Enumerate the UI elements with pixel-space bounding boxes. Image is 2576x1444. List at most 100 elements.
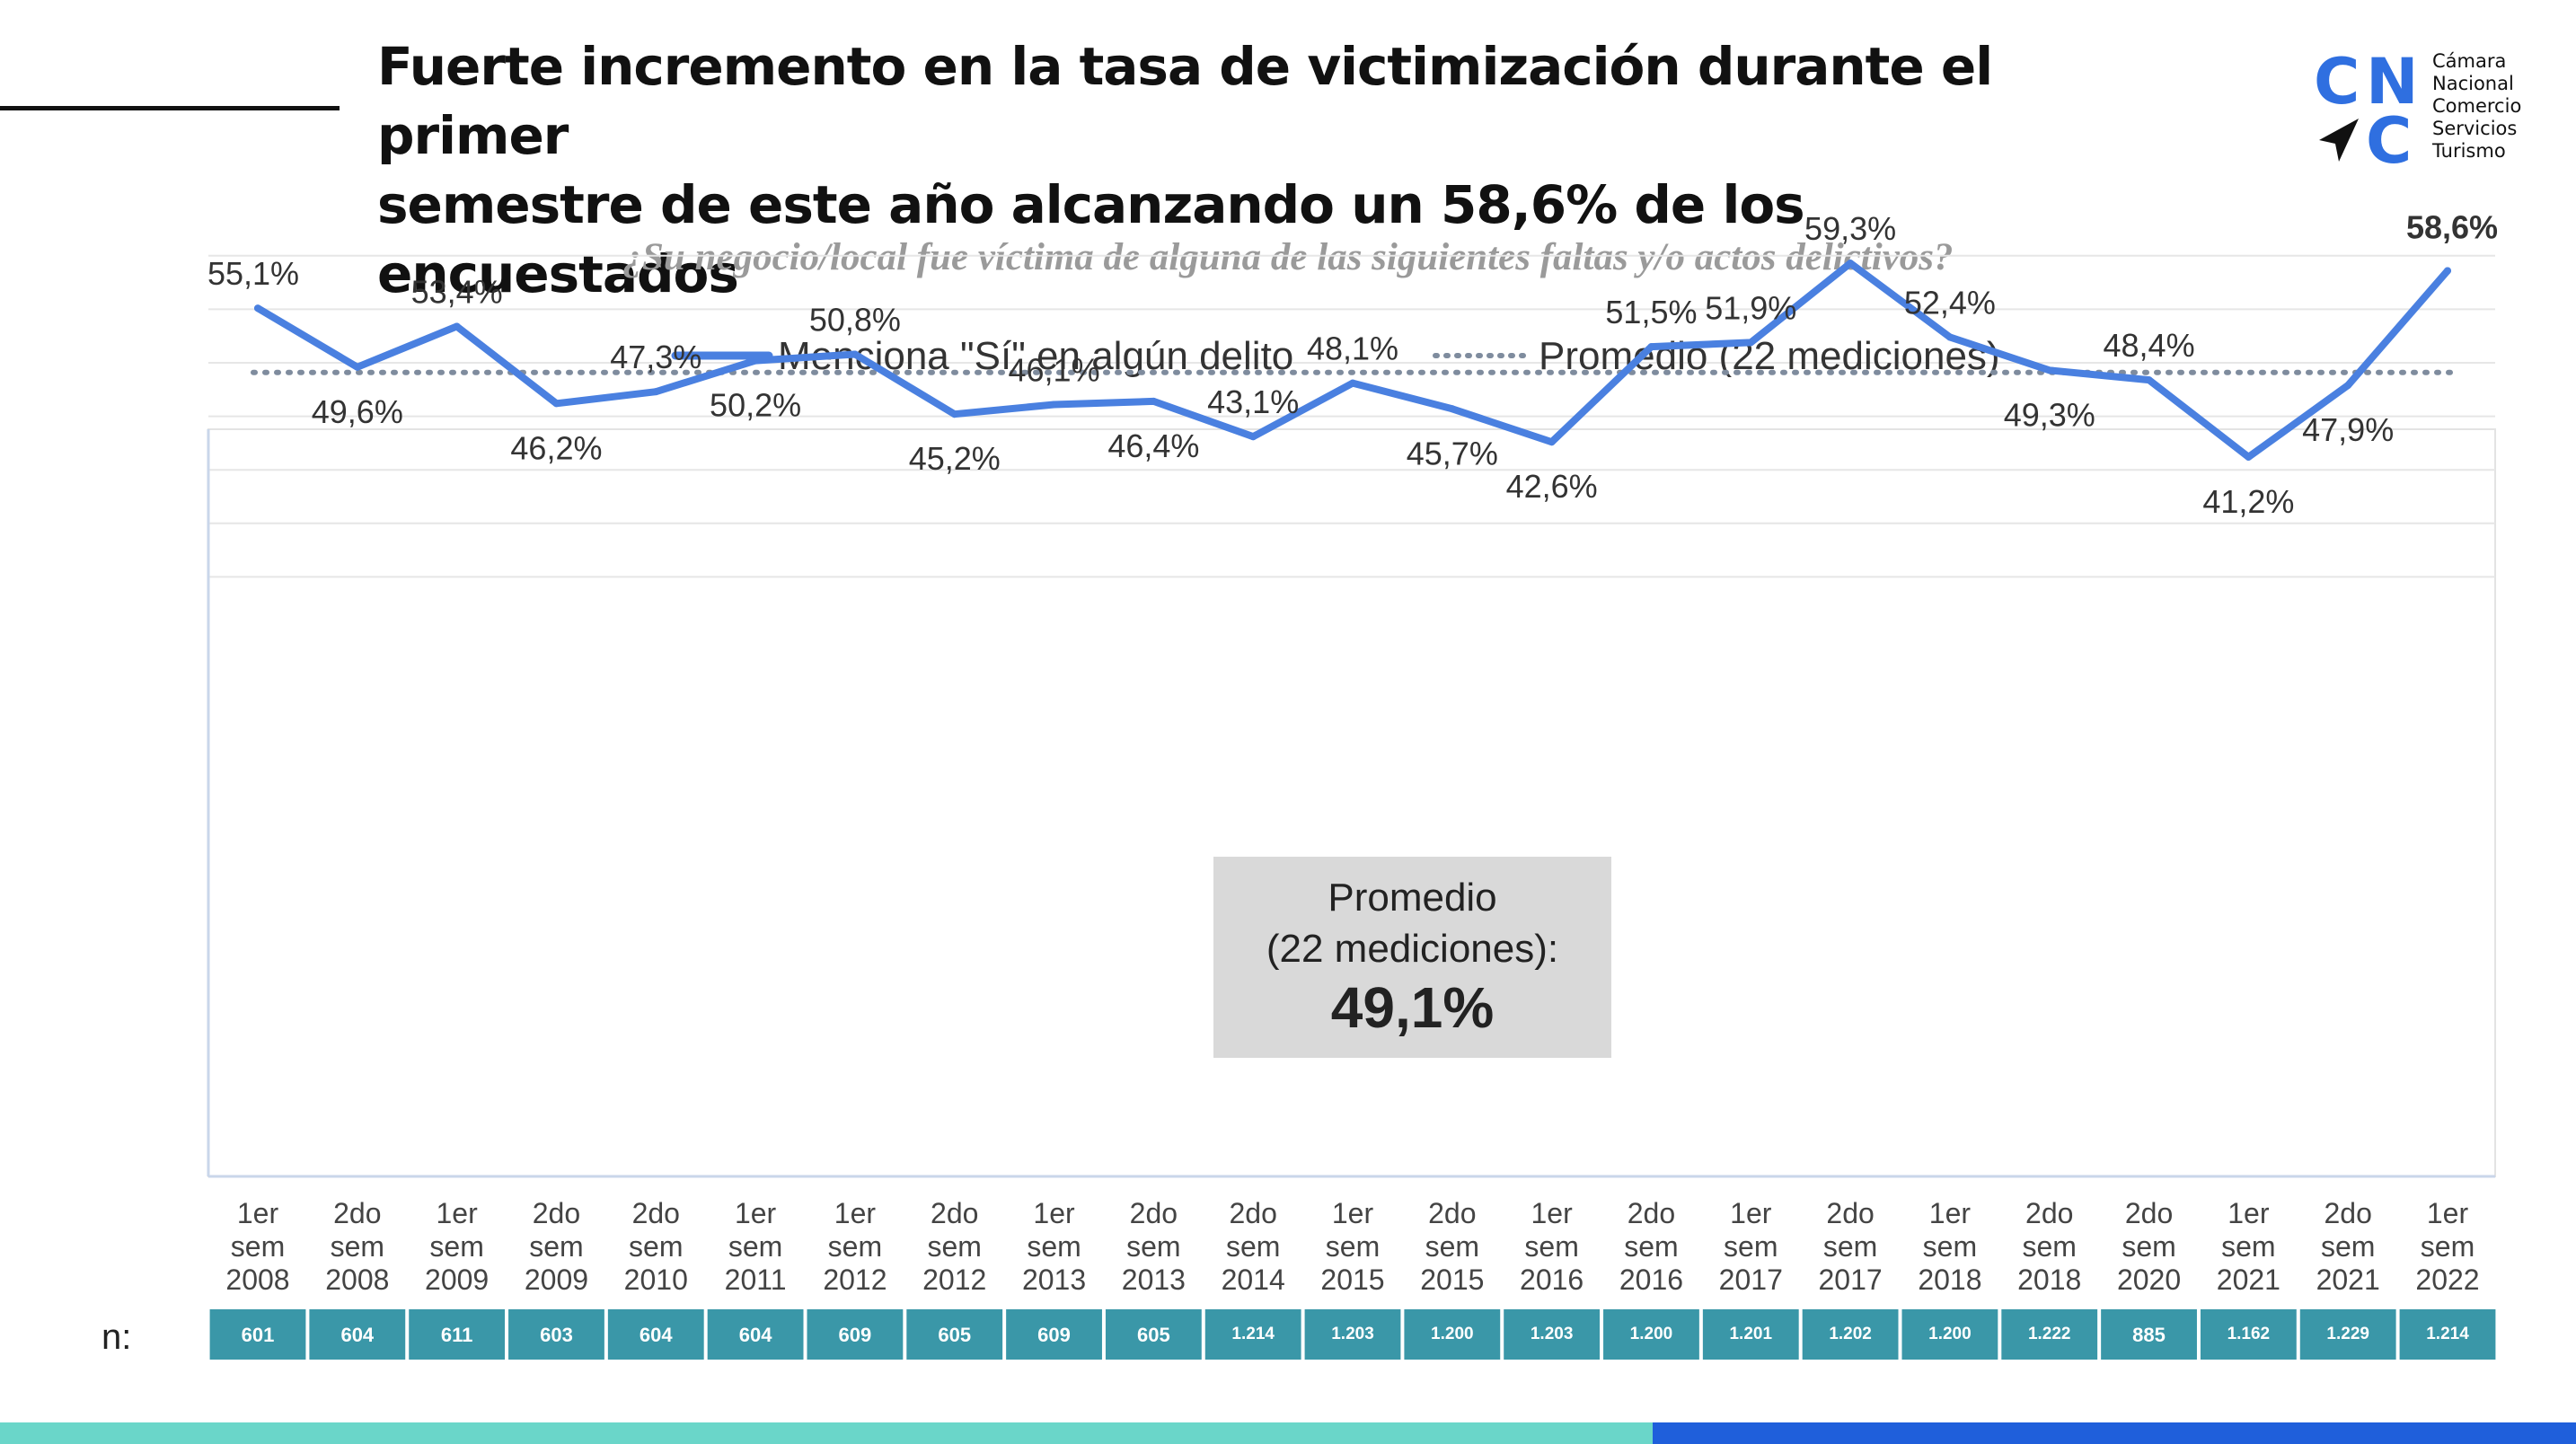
- n-value: 611: [441, 1324, 473, 1346]
- x-tick-label: sem: [1923, 1230, 1977, 1263]
- n-value: 1.202: [1829, 1325, 1872, 1343]
- data-label: 43,1%: [1207, 383, 1299, 420]
- cnc-logo: C N C Cámara Nacional Comercio Servicios…: [2314, 45, 2556, 172]
- data-label: 51,9%: [1705, 289, 1796, 326]
- x-tick-label: sem: [1524, 1230, 1578, 1263]
- data-point: [1747, 339, 1755, 347]
- data-point: [2245, 453, 2253, 461]
- n-value: 604: [340, 1324, 374, 1346]
- x-tick-label: 2013: [1022, 1264, 1086, 1296]
- n-box: [906, 1309, 1003, 1360]
- data-label: 47,3%: [610, 339, 701, 375]
- x-tick-label: 1er: [1929, 1197, 1972, 1229]
- x-tick-label: 2do: [2324, 1197, 2371, 1229]
- data-label: 48,1%: [1307, 330, 1398, 367]
- average-box-line-2: (22 mediciones):: [1266, 927, 1558, 971]
- x-tick-label: 2do: [1229, 1197, 1276, 1229]
- n-box: [2001, 1309, 2098, 1360]
- logo-text-line: Cámara: [2432, 50, 2507, 72]
- n-box: [209, 1309, 306, 1360]
- page-title-line-2: semestre de este año alcanzando un 58,6%…: [377, 174, 1805, 304]
- data-point: [752, 357, 760, 365]
- data-point: [353, 363, 361, 371]
- x-tick-label: sem: [828, 1230, 882, 1263]
- x-tick-label: 2013: [1122, 1264, 1186, 1296]
- x-tick-label: sem: [1724, 1230, 1778, 1263]
- x-tick-label: 2010: [624, 1264, 688, 1296]
- x-tick-label: sem: [1624, 1230, 1678, 1263]
- x-tick-label: sem: [2122, 1230, 2175, 1263]
- n-box: [707, 1309, 804, 1360]
- x-tick-label: 2do: [1428, 1197, 1476, 1229]
- data-point: [1945, 333, 1954, 341]
- n-box: [607, 1309, 704, 1360]
- x-tick-label: 2016: [1520, 1264, 1584, 1296]
- n-value: 1.162: [2228, 1325, 2271, 1343]
- n-value: 605: [1137, 1324, 1170, 1346]
- n-value: 603: [540, 1324, 573, 1346]
- x-tick-label: 2do: [533, 1197, 580, 1229]
- data-point: [2344, 382, 2352, 390]
- x-tick-label: 1er: [834, 1197, 877, 1229]
- data-label: 55,1%: [207, 255, 299, 292]
- x-tick-label: sem: [331, 1230, 384, 1263]
- data-point: [2145, 376, 2153, 384]
- x-tick-label: 2do: [632, 1197, 680, 1229]
- x-tick-label: 2014: [1222, 1264, 1285, 1296]
- x-tick-label: 1er: [1332, 1197, 1374, 1229]
- x-tick-label: 2do: [1628, 1197, 1675, 1229]
- page-title-line-1: Fuerte incremento en la tasa de victimiz…: [377, 36, 1993, 166]
- n-box: [1603, 1309, 1699, 1360]
- logo-letter-c2: C: [2366, 104, 2413, 178]
- x-tick-label: 1er: [2228, 1197, 2270, 1229]
- n-box: [1802, 1309, 1899, 1360]
- n-value: 604: [739, 1324, 772, 1346]
- x-tick-label: sem: [2321, 1230, 2375, 1263]
- n-value: 1.200: [1928, 1325, 1972, 1343]
- data-point: [254, 304, 261, 313]
- logo-text-line: Servicios: [2432, 118, 2518, 139]
- n-box: [807, 1309, 904, 1360]
- x-tick-label: 1er: [1531, 1197, 1574, 1229]
- n-box: [2399, 1309, 2496, 1360]
- header-rule: [0, 106, 340, 110]
- x-tick-label: 2do: [2025, 1197, 2073, 1229]
- x-tick-label: 2017: [1818, 1264, 1882, 1296]
- data-label: 41,2%: [2202, 483, 2294, 520]
- n-value: 885: [2132, 1324, 2166, 1346]
- x-tick-label: sem: [1027, 1230, 1081, 1263]
- logo-text-line: Nacional: [2432, 73, 2514, 94]
- x-tick-label: 2008: [325, 1264, 389, 1296]
- data-point: [1150, 397, 1158, 405]
- n-label: n:: [101, 1317, 131, 1357]
- logo-text: Cámara Nacional Comercio Servicios Turis…: [2432, 50, 2521, 163]
- data-point: [1647, 343, 1655, 351]
- n-box: [1304, 1309, 1401, 1360]
- data-label: 45,2%: [909, 440, 1001, 477]
- n-value: 604: [640, 1324, 673, 1346]
- data-point: [1548, 438, 1556, 446]
- data-point: [851, 350, 859, 358]
- data-label: 48,4%: [2104, 327, 2195, 364]
- x-tick-label: sem: [231, 1230, 285, 1263]
- data-label: 46,1%: [1009, 351, 1100, 388]
- page-title: Fuerte incremento en la tasa de victimiz…: [377, 32, 2129, 309]
- x-tick-label: sem: [529, 1230, 583, 1263]
- x-tick-label: sem: [1226, 1230, 1280, 1263]
- n-box: [2200, 1309, 2297, 1360]
- x-tick-label: 2022: [2415, 1264, 2479, 1296]
- x-tick-label: 2016: [1619, 1264, 1683, 1296]
- logo-letter-n: N: [2366, 45, 2419, 119]
- footer-bar-right: [1653, 1422, 2576, 1444]
- data-point: [453, 322, 461, 330]
- n-value: 1.214: [2426, 1325, 2469, 1343]
- x-tick-label: 2021: [2316, 1264, 2380, 1296]
- x-tick-label: 2008: [225, 1264, 289, 1296]
- survey-question: ¿Su negocio/local fue víctima de alguna …: [622, 236, 1954, 278]
- x-tick-label: 2012: [823, 1264, 887, 1296]
- x-tick-label: 1er: [1033, 1197, 1075, 1229]
- x-tick-label: 2009: [425, 1264, 489, 1296]
- data-point: [552, 400, 560, 408]
- data-label: 49,6%: [312, 393, 403, 430]
